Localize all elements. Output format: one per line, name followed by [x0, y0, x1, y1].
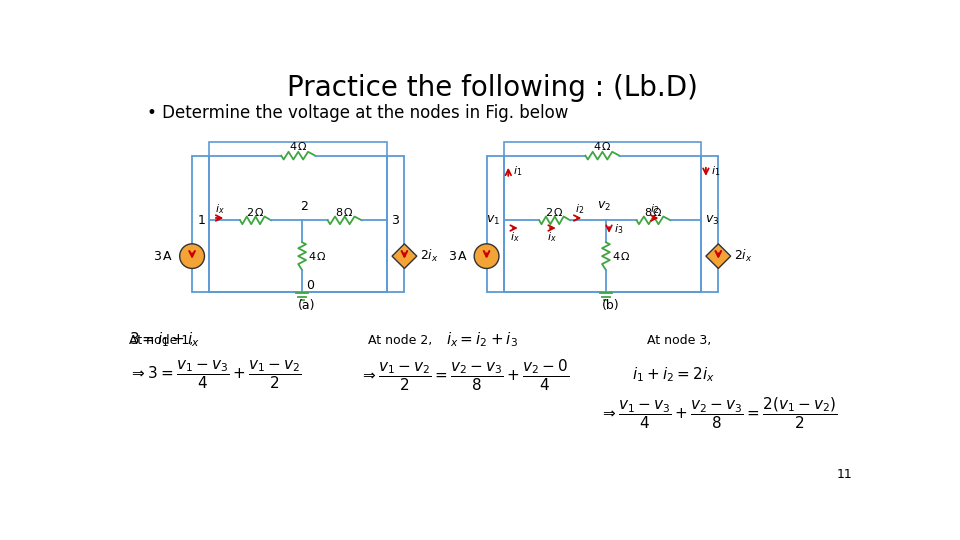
Text: $i_x = i_2 + i_3$: $i_x = i_2 + i_3$: [445, 330, 517, 349]
Circle shape: [180, 244, 204, 268]
Text: $3 = i_1 + i_x$: $3 = i_1 + i_x$: [130, 330, 201, 349]
Text: $4\,\Omega$: $4\,\Omega$: [612, 250, 631, 262]
Text: • Determine the voltage at the nodes in Fig. below: • Determine the voltage at the nodes in …: [147, 104, 568, 122]
Text: $v_2$: $v_2$: [597, 200, 612, 213]
Text: $2i_x$: $2i_x$: [420, 248, 439, 264]
Text: Practice the following : (Lb.D): Practice the following : (Lb.D): [287, 74, 697, 102]
Text: $i_x$: $i_x$: [215, 202, 225, 217]
Text: At node 3,: At node 3,: [647, 334, 711, 347]
Text: $i_x$: $i_x$: [547, 231, 557, 244]
Text: $i_x$: $i_x$: [510, 231, 519, 244]
Text: $i_2$: $i_2$: [650, 202, 659, 217]
Text: $\Rightarrow 3 = \dfrac{v_1 - v_3}{4} + \dfrac{v_1 - v_2}{2}$: $\Rightarrow 3 = \dfrac{v_1 - v_3}{4} + …: [130, 359, 301, 392]
Text: $3\,\mathrm{A}$: $3\,\mathrm{A}$: [447, 249, 468, 262]
Text: $i_2$: $i_2$: [575, 202, 584, 217]
Text: $i_1 + i_2 = 2i_x$: $i_1 + i_2 = 2i_x$: [632, 366, 714, 384]
Text: 0: 0: [306, 279, 314, 292]
Text: (b): (b): [602, 299, 620, 312]
Text: $\Rightarrow \dfrac{v_1 - v_2}{2} = \dfrac{v_2 - v_3}{8} + \dfrac{v_2 - 0}{4}$: $\Rightarrow \dfrac{v_1 - v_2}{2} = \dfr…: [360, 357, 569, 393]
Text: $i_1$: $i_1$: [513, 164, 522, 178]
Text: 11: 11: [836, 468, 852, 481]
Text: $8\,\Omega$: $8\,\Omega$: [644, 206, 663, 218]
Text: $4\,\Omega$: $4\,\Omega$: [289, 140, 308, 152]
Text: $4\,\Omega$: $4\,\Omega$: [593, 140, 612, 152]
Text: $2\,\Omega$: $2\,\Omega$: [246, 206, 265, 218]
Text: $i_1$: $i_1$: [710, 164, 720, 178]
Text: 1: 1: [198, 214, 205, 227]
Polygon shape: [392, 244, 417, 268]
Text: $2\,\Omega$: $2\,\Omega$: [545, 206, 564, 218]
Text: At node 2,: At node 2,: [368, 334, 432, 347]
Circle shape: [474, 244, 499, 268]
Text: $\Rightarrow \dfrac{v_1 - v_3}{4} + \dfrac{v_2 - v_3}{8} = \dfrac{2(v_1 - v_2)}{: $\Rightarrow \dfrac{v_1 - v_3}{4} + \dfr…: [601, 396, 838, 431]
Text: $v_1$: $v_1$: [486, 214, 500, 227]
Text: $8\,\Omega$: $8\,\Omega$: [335, 206, 354, 218]
Text: $4\,\Omega$: $4\,\Omega$: [308, 250, 327, 262]
Text: $v_3$: $v_3$: [706, 214, 719, 227]
Polygon shape: [706, 244, 731, 268]
Text: At node 1,: At node 1,: [130, 334, 194, 347]
Text: $3\,\mathrm{A}$: $3\,\mathrm{A}$: [153, 249, 174, 262]
Bar: [209, 142, 388, 292]
Text: $2i_x$: $2i_x$: [733, 248, 753, 264]
Bar: [504, 142, 701, 292]
Text: 3: 3: [392, 214, 399, 227]
Text: (a): (a): [298, 299, 316, 312]
Text: 2: 2: [300, 200, 307, 213]
Text: $i_3$: $i_3$: [613, 222, 623, 237]
